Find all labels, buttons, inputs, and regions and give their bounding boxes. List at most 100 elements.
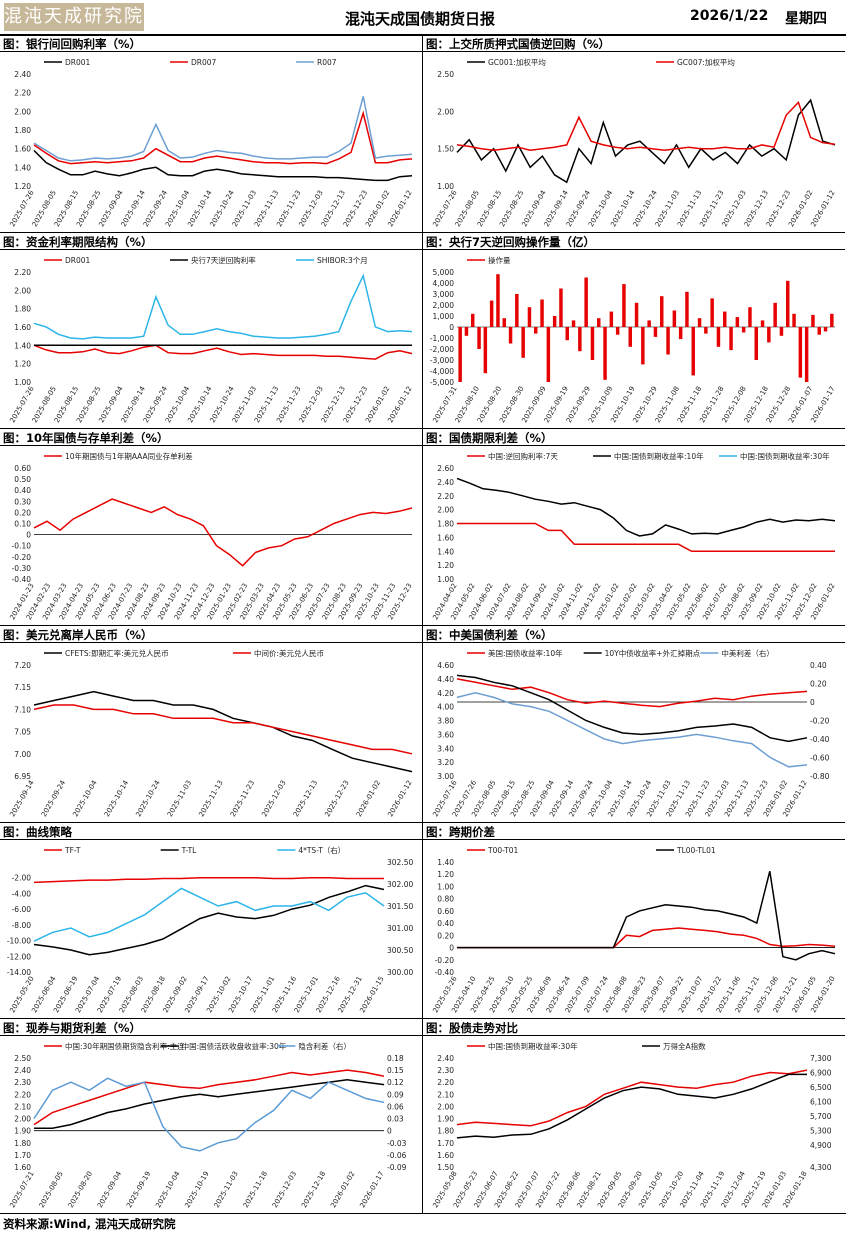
series-line <box>33 96 413 162</box>
bar <box>697 318 702 327</box>
bar <box>502 318 506 327</box>
bar <box>798 327 803 378</box>
legend-c6: 中国:逆回购利率:7天 中国:国债到期收益率:10年 中国:国债到期收益率:30年 <box>467 451 830 461</box>
bar <box>609 311 614 327</box>
y-tick-label: 1.80 <box>437 520 454 529</box>
chart-title-c2: 图：上交所质押式国债逆回购（%） <box>423 34 845 52</box>
bar <box>767 327 771 343</box>
chart-c3: DR001 央行7天逆回购利率 SHIBOR:3个月 1.00 1.20 1.40 1.60… <box>8 255 413 424</box>
bar <box>660 296 664 327</box>
bar <box>546 327 551 382</box>
x-tick-label: 2025-09-04 <box>96 1170 124 1210</box>
report-date: 2026/1/22 <box>690 8 769 24</box>
legend-label: T-TL <box>181 846 197 855</box>
y-tick-label: 2.10 <box>437 1090 454 1099</box>
chart-title-c8: 图：中美国债利差（%） <box>423 625 845 643</box>
legend-c7: CFETS:即期汇率:美元兑人民币 中间价:美元兑人民币 <box>44 648 324 658</box>
bar <box>622 284 626 327</box>
y-tick-label: -4,000 <box>430 367 454 376</box>
bar <box>685 291 689 327</box>
y-tick-label: 1.20 <box>14 360 31 369</box>
y-tick-label: 1.60 <box>437 533 454 542</box>
bar <box>634 302 639 327</box>
bar <box>723 311 727 327</box>
y-tick-label: -0.10 <box>12 542 32 551</box>
legend-label: DR001 <box>65 256 91 265</box>
y-tick-label: -0.20 <box>435 956 455 965</box>
y-tick-label: 2.20 <box>14 1090 31 1099</box>
y2-tick-label: -0.06 <box>387 1151 407 1160</box>
y-tick-label: 2,000 <box>433 301 455 310</box>
y-tick-label: 2.00 <box>14 1115 31 1124</box>
y-tick-label: 2.30 <box>437 1066 454 1075</box>
series-line <box>33 704 413 755</box>
y-tick-label: 7.05 <box>14 728 31 737</box>
y-tick-label: 1.40 <box>437 858 454 867</box>
y-tick-label: 2.50 <box>14 1054 31 1063</box>
bar <box>741 327 746 333</box>
bar <box>496 274 500 327</box>
y2-tick-label: 301.50 <box>387 902 413 911</box>
y-tick-label: -6.00 <box>12 905 32 914</box>
x-tick-label: 2026-01-12 <box>386 779 413 818</box>
y-tick-label: 2.40 <box>14 70 31 79</box>
bar <box>641 327 645 365</box>
bar <box>830 313 834 327</box>
legend-c2: GC001:加权平均 GC007:加权平均 <box>467 57 735 67</box>
x-tick-label: 2025-09-14 <box>8 779 36 819</box>
y-tick-label: 2.20 <box>14 268 31 277</box>
bar <box>464 327 469 336</box>
y-tick-label: 7.15 <box>14 683 31 692</box>
y-tick-label: 1.70 <box>437 1139 454 1148</box>
series-line <box>456 477 836 537</box>
y2-tick-label: 5,300 <box>810 1127 832 1136</box>
legend-label: 操作量 <box>488 255 511 265</box>
page-header: 混沌天成研究院 混沌天成国债期货日报 2026/1/22 星期四 <box>0 0 846 36</box>
x-tick-label: 2025-09-24 <box>40 779 68 819</box>
legend-label: 美国:国债收益率:10年 <box>488 648 563 658</box>
chart-title-c12: 图：股债走势对比 <box>423 1018 845 1036</box>
series-line <box>33 887 385 942</box>
legend-label: T00-T01 <box>487 846 518 855</box>
y2-tick-label: -0.80 <box>810 772 830 781</box>
y-tick-label: 3,000 <box>433 290 455 299</box>
y-tick-label: 1.90 <box>14 1127 31 1136</box>
y-tick-label: 4,000 <box>433 279 455 288</box>
chart-c1: DR001 DR007 R007 1.20 1.40 1.60 1.80 2.00 2.20 2.… <box>8 58 413 228</box>
y-tick-label: -14.00 <box>7 968 31 977</box>
y-tick-label: -3,000 <box>430 356 454 365</box>
y2-tick-label: 300.00 <box>387 968 413 977</box>
y-tick-label: 3.20 <box>437 758 454 767</box>
y2-tick-label: 0.03 <box>387 1115 404 1124</box>
bar <box>804 327 809 382</box>
y-tick-label: 2.20 <box>437 1078 454 1087</box>
bar <box>483 327 488 374</box>
bar <box>678 327 683 340</box>
chart-c4: 操作量 -5,000 -4,000 -3,000 -2,000 -1,000 0 1,000 2… <box>430 255 837 424</box>
bar <box>615 327 620 335</box>
legend-label: 中国:国债到期收益率:30年 <box>488 1041 578 1051</box>
y-tick-label: 0.40 <box>14 486 31 495</box>
legend-label: 隐含利差（右） <box>298 1041 351 1051</box>
y-tick-label: 2.00 <box>437 1102 454 1111</box>
chart-title-c5: 图：10年国债与存单利差（%） <box>0 428 422 446</box>
legend-label: TL00-TL01 <box>676 846 716 855</box>
legend-label: R007 <box>317 58 337 67</box>
y2-tick-label: 302.00 <box>387 880 413 889</box>
legend-label: TF-T <box>64 846 81 855</box>
x-tick-label: 2026-01-12 <box>809 189 836 228</box>
x-tick-label: 2025-11-03 <box>213 1170 240 1209</box>
series-line <box>456 100 836 151</box>
y-tick-label: 2.50 <box>437 70 454 79</box>
y-tick-label: -0.40 <box>12 575 32 584</box>
legend-label: 中国:国债活跃收盘收益率:30年 <box>182 1041 287 1051</box>
legend-label: 万得全A指数 <box>663 1041 706 1051</box>
series-line <box>33 1077 385 1152</box>
y-tick-label: 1.00 <box>437 882 454 891</box>
legend-label: DR007 <box>191 58 217 67</box>
y-tick-label: 3.60 <box>437 730 454 739</box>
y-tick-label: 0 <box>449 323 454 332</box>
x-tick-label: 2026-01-02 <box>329 1170 356 1209</box>
